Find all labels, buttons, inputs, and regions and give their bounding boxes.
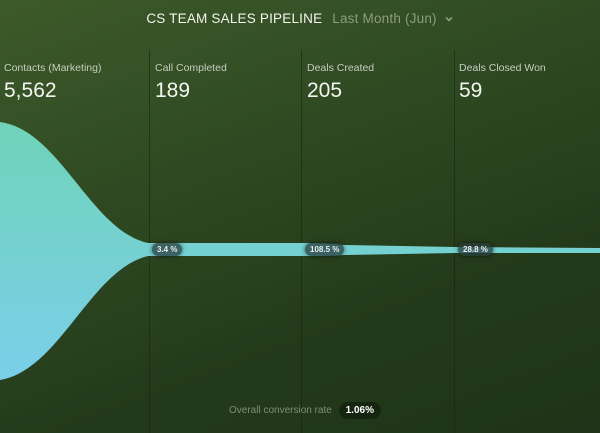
stage-label: Call Completed bbox=[155, 62, 227, 74]
stage-deals-closed-won: Deals Closed Won 59 bbox=[459, 62, 546, 103]
overall-conversion-label: Overall conversion rate bbox=[229, 405, 332, 416]
stage-value: 59 bbox=[459, 79, 483, 102]
stage-value: 5,562 bbox=[4, 79, 57, 102]
overall-conversion: Overall conversion rate 1.06% bbox=[229, 402, 381, 419]
conversion-badge: 3.4 % bbox=[152, 243, 183, 256]
period-selector[interactable]: Last Month (Jun) bbox=[332, 11, 453, 26]
chevron-down-icon bbox=[445, 17, 453, 23]
funnel-shape bbox=[0, 122, 600, 380]
stage-label: Deals Created bbox=[307, 62, 375, 74]
stage-value: 205 bbox=[307, 79, 343, 102]
stage-divider bbox=[149, 50, 150, 433]
stage-deals-created: Deals Created 205 bbox=[307, 62, 374, 103]
stage-value: 189 bbox=[155, 79, 191, 102]
conversion-badge: 28.8 % bbox=[458, 243, 493, 256]
stage-call-completed: Call Completed 189 bbox=[155, 62, 227, 103]
chart-header: CS TEAM SALES PIPELINE Last Month (Jun) bbox=[0, 11, 600, 26]
stage-divider bbox=[301, 50, 302, 433]
stage-divider bbox=[454, 50, 455, 433]
stage-label: Deals Closed Won bbox=[459, 62, 546, 74]
chart-title: CS TEAM SALES PIPELINE bbox=[146, 11, 323, 26]
conversion-badge: 108.5 % bbox=[305, 243, 345, 256]
stage-label: Contacts (Marketing) bbox=[4, 62, 102, 74]
overall-conversion-value: 1.06% bbox=[338, 402, 381, 419]
stage-contacts: Contacts (Marketing) 5,562 bbox=[4, 62, 101, 103]
period-label: Last Month (Jun) bbox=[332, 11, 437, 26]
